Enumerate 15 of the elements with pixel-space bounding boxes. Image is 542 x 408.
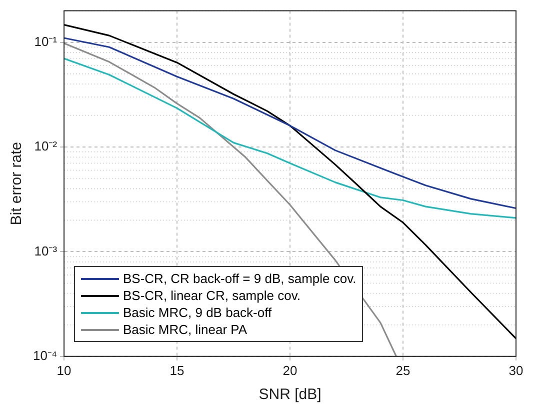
legend-label: Basic MRC, 9 dB back-off xyxy=(123,304,272,321)
y-tick-label: 10⁻³ xyxy=(34,243,58,258)
legend-label: BS-CR, CR back-off = 9 dB, sample cov. xyxy=(123,270,356,287)
legend-label: Basic MRC, linear PA xyxy=(123,321,248,338)
legend-label: BS-CR, linear CR, sample cov. xyxy=(123,287,300,304)
x-tick-label: 15 xyxy=(170,362,184,378)
y-tick-label: 10⁻⁴ xyxy=(33,348,58,363)
x-tick-label: 10 xyxy=(56,362,72,378)
x-tick-label: 20 xyxy=(282,362,298,378)
x-tick-label: 25 xyxy=(396,362,410,378)
y-axis-title: Bit error rate xyxy=(8,142,26,226)
y-tick-label: 10⁻¹ xyxy=(34,34,58,49)
x-axis-title: SNR [dB] xyxy=(258,386,322,404)
x-tick-label: 30 xyxy=(508,362,524,378)
y-tick-label: 10⁻² xyxy=(34,138,58,154)
